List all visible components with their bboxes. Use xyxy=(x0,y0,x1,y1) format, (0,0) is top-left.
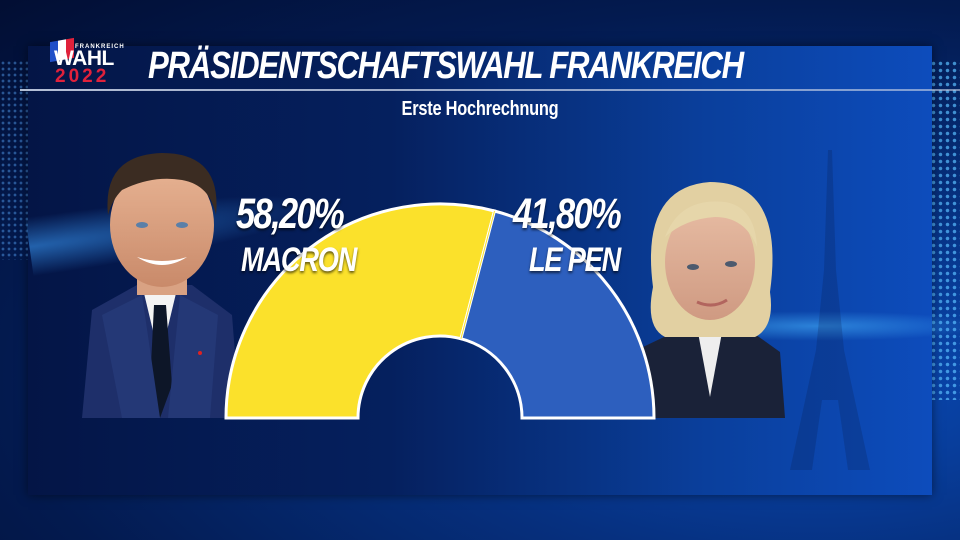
eiffel-tower-silhouette xyxy=(790,150,870,470)
percent-label-lepen: 41,80% xyxy=(513,190,622,238)
candidate-name-macron: MACRON xyxy=(241,241,357,279)
logo-word: WAHL xyxy=(54,47,114,70)
candidate-photo-macron xyxy=(82,153,240,418)
background-dot-pattern-right xyxy=(930,60,960,400)
wahl-2022-logo: FRANKREICH WAHL 2022 xyxy=(48,36,133,91)
logo-caption: FRANKREICH xyxy=(75,44,125,50)
chart-segment-lepen xyxy=(459,209,656,420)
candidate-name-lepen: LE PEN xyxy=(529,241,621,279)
background-dot-pattern-left xyxy=(0,60,30,260)
percent-label-macron: 58,20% xyxy=(236,190,345,238)
logo-year: 2022 xyxy=(55,66,110,87)
candidate-photo-lepen xyxy=(635,182,785,418)
title-divider xyxy=(20,89,960,91)
chart-segment-macron xyxy=(224,202,497,420)
page-title: PRÄSIDENTSCHAFTSWAHL FRANKREICH xyxy=(148,45,744,87)
page-subtitle: Erste Hochrechnung xyxy=(401,98,559,120)
